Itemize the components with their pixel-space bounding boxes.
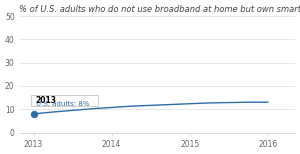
FancyBboxPatch shape [31, 95, 98, 106]
Text: 2013: 2013 [36, 96, 57, 105]
Text: % of U.S. adults who do not use broadband at home but own smartphones: % of U.S. adults who do not use broadban… [20, 5, 300, 14]
Point [31, 113, 36, 115]
Text: U.S. adults: 8%: U.S. adults: 8% [36, 101, 89, 107]
